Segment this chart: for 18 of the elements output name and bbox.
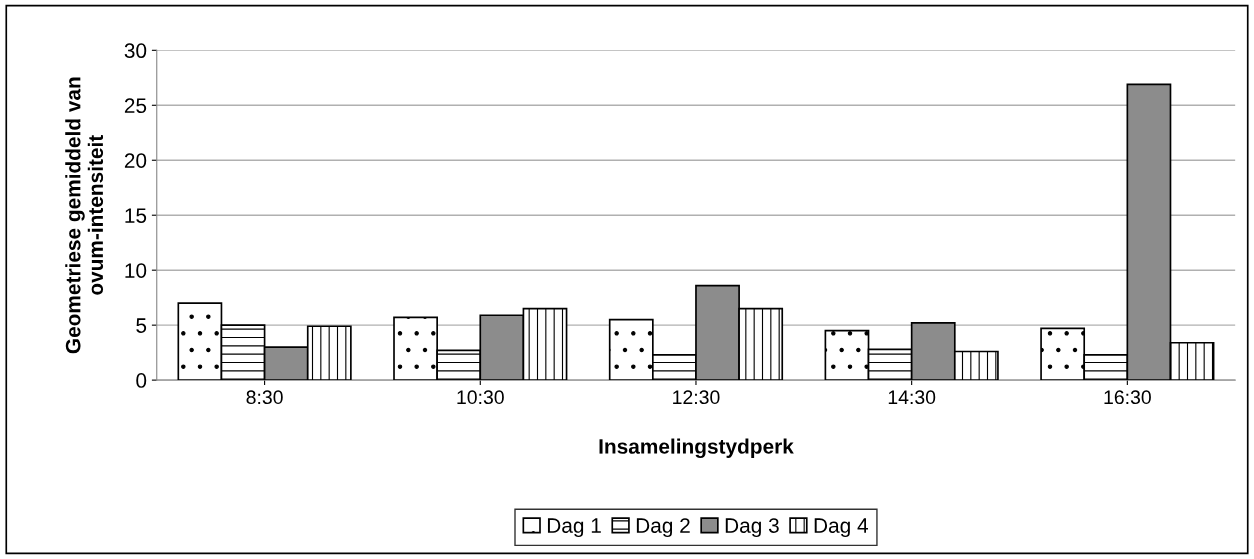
legend-label: Dag 1 xyxy=(547,518,601,538)
y-tick-label: 15 xyxy=(125,208,147,223)
y-tick-label: 5 xyxy=(136,318,147,333)
x-tick-label: 10:30 xyxy=(457,390,504,405)
y-tick-label: 20 xyxy=(124,153,147,168)
x-tick-label: 14:30 xyxy=(888,390,936,405)
x-tick-label: 12:30 xyxy=(673,390,720,405)
y-tick-label: 30 xyxy=(124,43,147,59)
y-tick-label: 25 xyxy=(124,98,147,114)
x-axis-title: Insamelingstydperk xyxy=(599,438,794,459)
legend-label: Dag 2 xyxy=(636,518,690,538)
y-tick-label: 10 xyxy=(125,263,147,278)
y-tick-label: 0 xyxy=(136,373,147,388)
x-tick-label: 16:30 xyxy=(1104,390,1151,405)
legend-label: Dag 4 xyxy=(814,518,868,538)
y-axis-title: Geometriese gemiddeld van ovum-intensiteit xyxy=(65,77,104,354)
legend-label: Dag 3 xyxy=(725,518,779,538)
x-tick-label: 8:30 xyxy=(246,390,283,405)
